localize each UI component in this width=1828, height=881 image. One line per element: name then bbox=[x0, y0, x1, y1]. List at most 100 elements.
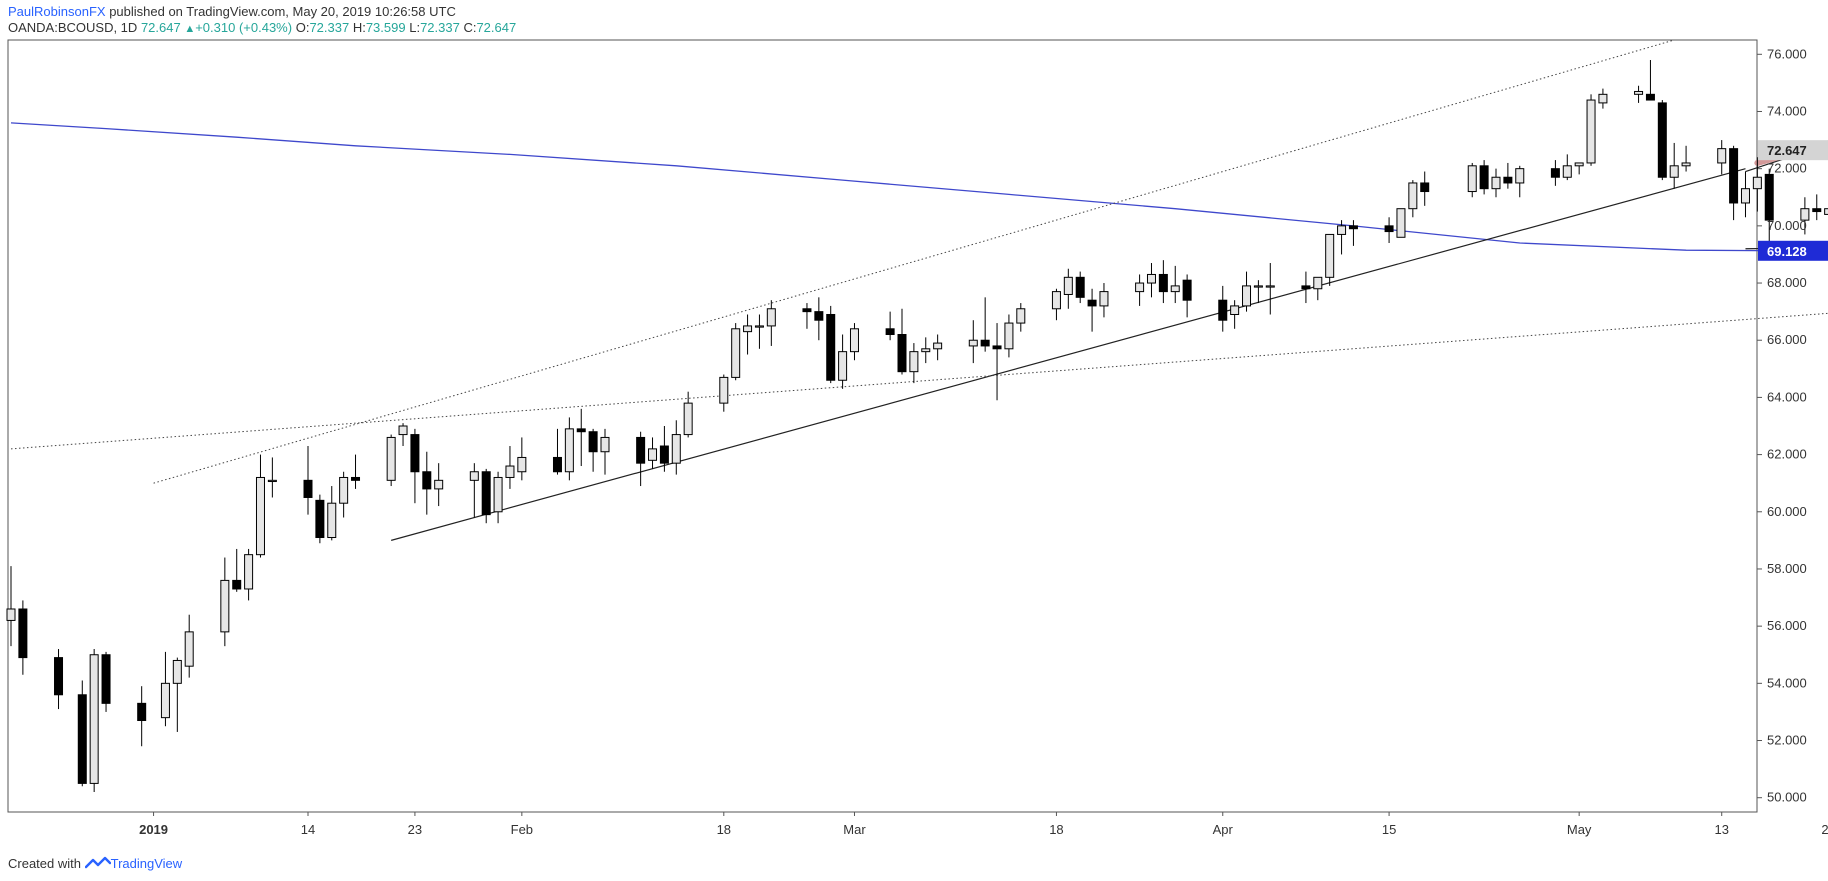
candle bbox=[1634, 85, 1644, 103]
candle bbox=[1562, 154, 1572, 181]
x-tick-label: 15 bbox=[1382, 822, 1396, 837]
candle bbox=[1170, 265, 1180, 304]
candle bbox=[505, 446, 515, 489]
candle bbox=[77, 680, 87, 787]
candle bbox=[1182, 274, 1192, 318]
candle bbox=[576, 408, 586, 467]
candle-body bbox=[1764, 173, 1774, 221]
candle-body bbox=[493, 476, 503, 513]
candle bbox=[814, 297, 824, 341]
candle bbox=[517, 437, 527, 481]
last-price-badge: 72.647 bbox=[1767, 143, 1807, 158]
y-tick-label: 66.000 bbox=[1767, 332, 1807, 347]
candle bbox=[1491, 168, 1501, 198]
x-tick-label: 18 bbox=[717, 822, 731, 837]
candle bbox=[564, 417, 574, 481]
candle bbox=[1669, 142, 1679, 189]
candle-body bbox=[1075, 276, 1085, 298]
candle-body bbox=[1824, 208, 1828, 215]
author-link[interactable]: PaulRobinsonFX bbox=[8, 4, 106, 19]
candle-body bbox=[1313, 276, 1323, 290]
candle bbox=[992, 323, 1002, 401]
candle-body bbox=[505, 465, 515, 478]
footer: Created with TradingView bbox=[8, 856, 182, 871]
candle bbox=[980, 297, 990, 352]
y-tick-label: 56.000 bbox=[1767, 618, 1807, 633]
candle-body bbox=[814, 311, 824, 321]
candle-body bbox=[398, 425, 408, 436]
candle bbox=[1396, 208, 1406, 238]
moving-average-line bbox=[10, 122, 1828, 252]
candle-body bbox=[992, 345, 1002, 350]
candle bbox=[54, 649, 64, 710]
candle bbox=[1574, 162, 1584, 175]
candle-body bbox=[1396, 208, 1406, 238]
tradingview-brand-link[interactable]: TradingView bbox=[110, 856, 183, 871]
symbol-label[interactable]: OANDA:BCOUSD, 1D bbox=[8, 20, 138, 35]
candle-body bbox=[1348, 225, 1358, 230]
candle-body bbox=[552, 456, 562, 473]
x-tick-label: Feb bbox=[511, 822, 533, 837]
y-tick-label: 72.000 bbox=[1767, 161, 1807, 176]
candle-body bbox=[101, 654, 111, 704]
candle-body bbox=[267, 479, 277, 483]
candle bbox=[1075, 271, 1085, 304]
candle bbox=[1313, 276, 1323, 301]
candle-body bbox=[1420, 182, 1430, 193]
candle-body bbox=[1491, 176, 1501, 190]
candle-body bbox=[6, 608, 16, 621]
candle-body bbox=[1301, 285, 1311, 290]
candle bbox=[1230, 300, 1240, 329]
candle bbox=[1812, 194, 1822, 221]
candle-body bbox=[980, 339, 990, 347]
candle bbox=[1764, 168, 1774, 249]
candle-body bbox=[517, 456, 527, 473]
candle bbox=[469, 463, 479, 518]
high-value: 73.599 bbox=[365, 20, 406, 35]
candle bbox=[1087, 288, 1097, 332]
candle bbox=[766, 300, 776, 346]
last-price: 72.647 bbox=[140, 20, 181, 35]
up-triangle-icon: ▲ bbox=[184, 23, 196, 35]
candle-body bbox=[731, 328, 741, 378]
candle bbox=[1824, 208, 1828, 215]
candle-body bbox=[1004, 322, 1014, 350]
candle bbox=[1301, 271, 1311, 304]
candle-body bbox=[255, 476, 265, 556]
candle bbox=[184, 614, 194, 678]
candle-body bbox=[1408, 182, 1418, 210]
candle bbox=[339, 471, 349, 518]
candle bbox=[849, 323, 859, 361]
candle-body bbox=[422, 471, 432, 490]
candle bbox=[434, 463, 444, 507]
candle-body bbox=[1669, 165, 1679, 178]
open-value: 72.337 bbox=[309, 20, 350, 35]
candle-body bbox=[1515, 168, 1525, 184]
publish-info: published on TradingView.com, May 20, 20… bbox=[109, 4, 456, 19]
x-tick-label: 18 bbox=[1049, 822, 1063, 837]
candle bbox=[303, 446, 313, 515]
y-tick-label: 68.000 bbox=[1767, 275, 1807, 290]
candle-body bbox=[54, 657, 64, 696]
candle-body bbox=[1681, 162, 1691, 167]
rising-support-line bbox=[391, 168, 1746, 541]
candle bbox=[1337, 220, 1347, 255]
candle bbox=[1467, 162, 1477, 198]
candle bbox=[137, 686, 147, 747]
candle-body bbox=[1550, 168, 1560, 178]
candle bbox=[1265, 263, 1275, 315]
ohlc-legend: OANDA:BCOUSD, 1D 72.647 ▲+0.310 (+0.43%)… bbox=[8, 20, 516, 37]
candle-body bbox=[802, 308, 812, 313]
candle bbox=[1800, 197, 1810, 235]
candle-body bbox=[1337, 225, 1347, 235]
candle-body bbox=[1265, 285, 1275, 288]
candle-body bbox=[1586, 99, 1596, 164]
candle-body bbox=[1230, 305, 1240, 315]
candle-body bbox=[1645, 93, 1655, 101]
y-tick-label: 70.000 bbox=[1767, 218, 1807, 233]
candle-body bbox=[1812, 208, 1822, 213]
candle bbox=[6, 566, 16, 647]
candle bbox=[826, 305, 836, 384]
y-tick-label: 62.000 bbox=[1767, 447, 1807, 462]
